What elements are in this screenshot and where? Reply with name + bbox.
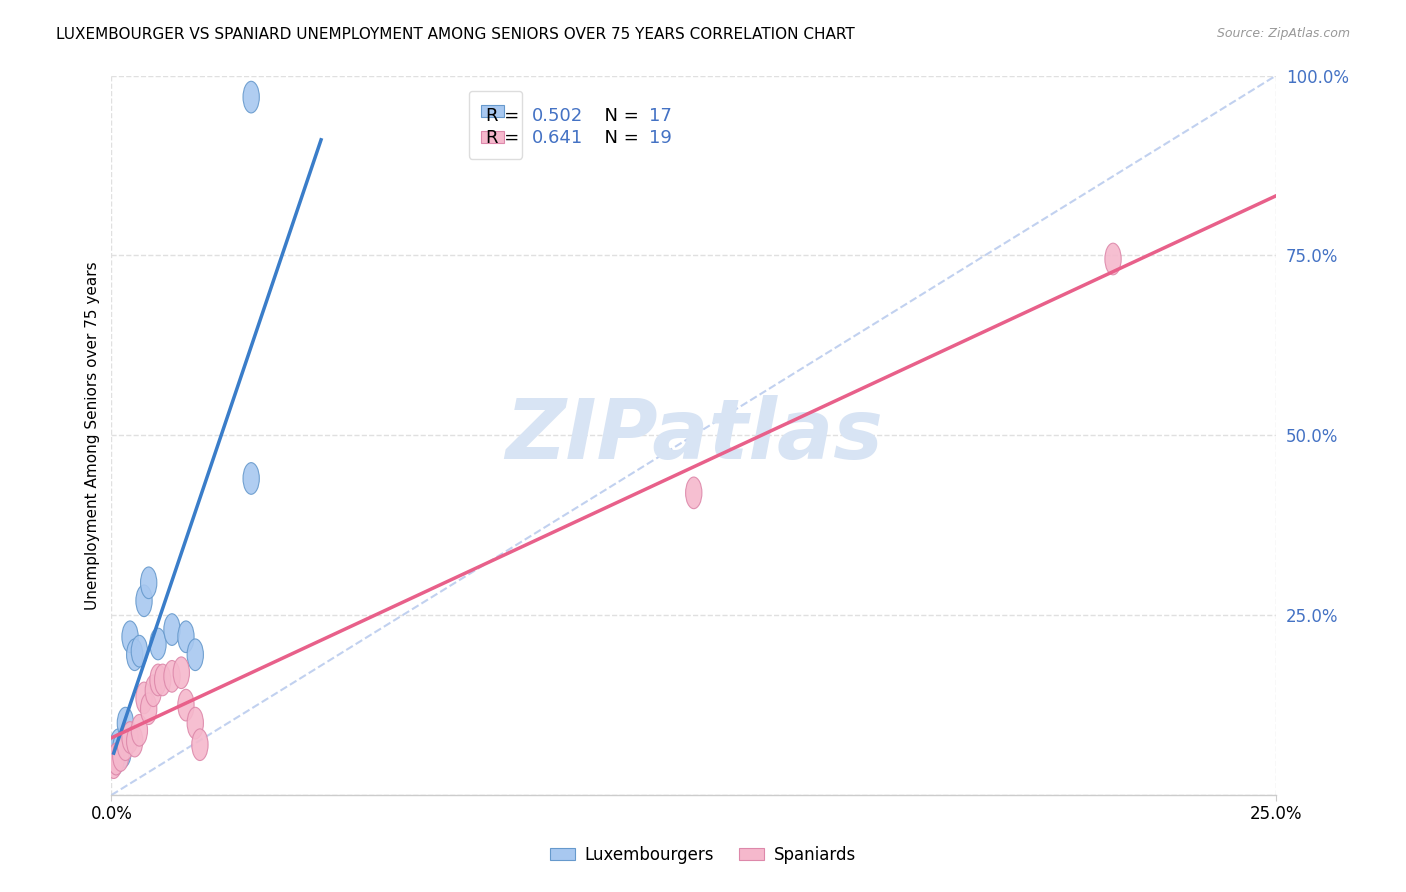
Ellipse shape (165, 614, 180, 646)
Text: N =: N = (593, 128, 644, 146)
Ellipse shape (187, 707, 204, 739)
Ellipse shape (155, 665, 170, 696)
Ellipse shape (1105, 244, 1121, 275)
Text: 0.641: 0.641 (533, 128, 583, 146)
Ellipse shape (145, 675, 162, 706)
Ellipse shape (136, 682, 152, 714)
Ellipse shape (141, 693, 157, 724)
Ellipse shape (150, 665, 166, 696)
Ellipse shape (117, 729, 134, 761)
Ellipse shape (243, 81, 259, 113)
Text: R =: R = (485, 128, 524, 146)
Ellipse shape (112, 739, 129, 772)
Text: ZIPatlas: ZIPatlas (505, 395, 883, 475)
Text: LUXEMBOURGER VS SPANIARD UNEMPLOYMENT AMONG SENIORS OVER 75 YEARS CORRELATION CH: LUXEMBOURGER VS SPANIARD UNEMPLOYMENT AM… (56, 27, 855, 42)
Ellipse shape (108, 743, 124, 775)
Legend: Luxembourgers, Spaniards: Luxembourgers, Spaniards (543, 839, 863, 871)
Legend: , : , (470, 91, 523, 159)
Ellipse shape (136, 585, 152, 616)
Ellipse shape (115, 736, 131, 768)
Ellipse shape (127, 725, 143, 757)
Ellipse shape (117, 707, 134, 739)
Text: 0.502: 0.502 (533, 107, 583, 125)
Ellipse shape (686, 477, 702, 508)
Ellipse shape (127, 639, 143, 671)
Ellipse shape (173, 657, 190, 689)
Ellipse shape (243, 463, 259, 494)
Ellipse shape (165, 660, 180, 692)
Ellipse shape (131, 714, 148, 746)
Text: R =: R = (485, 107, 524, 125)
Ellipse shape (105, 739, 122, 772)
Ellipse shape (131, 635, 148, 667)
Y-axis label: Unemployment Among Seniors over 75 years: Unemployment Among Seniors over 75 years (86, 261, 100, 609)
Ellipse shape (110, 729, 127, 761)
Ellipse shape (150, 628, 166, 660)
Ellipse shape (108, 743, 124, 775)
Ellipse shape (177, 690, 194, 721)
Ellipse shape (122, 621, 138, 653)
Text: 17: 17 (648, 107, 672, 125)
Ellipse shape (187, 639, 204, 671)
Ellipse shape (141, 567, 157, 599)
Ellipse shape (112, 732, 129, 764)
Ellipse shape (177, 621, 194, 653)
Text: Source: ZipAtlas.com: Source: ZipAtlas.com (1216, 27, 1350, 40)
Text: N =: N = (593, 107, 644, 125)
Ellipse shape (122, 722, 138, 754)
Ellipse shape (105, 747, 122, 779)
Ellipse shape (191, 729, 208, 761)
Text: 19: 19 (648, 128, 672, 146)
